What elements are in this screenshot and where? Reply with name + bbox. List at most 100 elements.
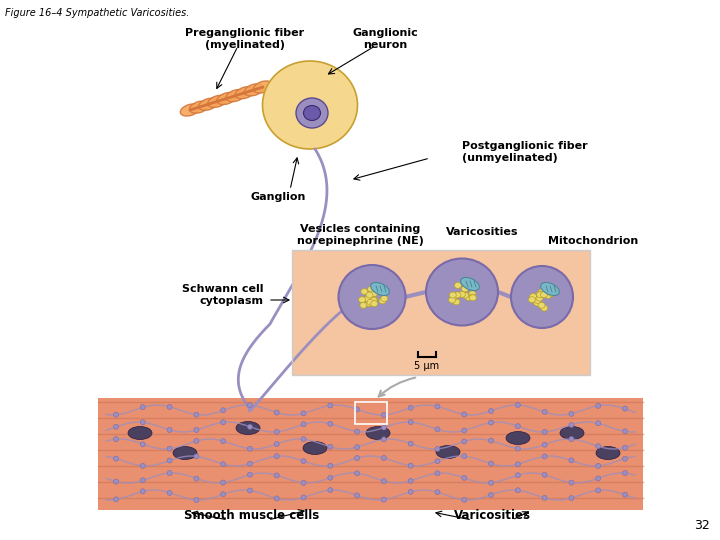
- Ellipse shape: [328, 488, 333, 492]
- Ellipse shape: [274, 454, 279, 458]
- Ellipse shape: [167, 490, 172, 495]
- Ellipse shape: [595, 463, 600, 468]
- Ellipse shape: [449, 297, 456, 303]
- Ellipse shape: [462, 454, 467, 458]
- Ellipse shape: [449, 295, 456, 301]
- Ellipse shape: [217, 92, 236, 105]
- Ellipse shape: [173, 447, 197, 460]
- Text: Vesicles containing
norepinephrine (NE): Vesicles containing norepinephrine (NE): [297, 225, 423, 246]
- Ellipse shape: [167, 470, 172, 476]
- Ellipse shape: [194, 476, 199, 481]
- Ellipse shape: [381, 295, 388, 301]
- Ellipse shape: [408, 489, 413, 494]
- Ellipse shape: [489, 438, 493, 443]
- Ellipse shape: [361, 288, 368, 295]
- Text: Preganglionic fiber
(myelinated): Preganglionic fiber (myelinated): [186, 28, 305, 50]
- Ellipse shape: [489, 420, 493, 425]
- Ellipse shape: [371, 282, 390, 295]
- Ellipse shape: [328, 444, 333, 449]
- Ellipse shape: [549, 291, 555, 296]
- Ellipse shape: [167, 446, 172, 451]
- Ellipse shape: [408, 463, 413, 468]
- Ellipse shape: [462, 412, 467, 417]
- Bar: [292, 250, 590, 375]
- Ellipse shape: [263, 61, 358, 149]
- Ellipse shape: [511, 266, 573, 328]
- Ellipse shape: [114, 456, 119, 461]
- Ellipse shape: [194, 412, 199, 417]
- Ellipse shape: [534, 300, 541, 306]
- Ellipse shape: [541, 282, 559, 295]
- Ellipse shape: [542, 429, 547, 435]
- Ellipse shape: [244, 84, 264, 96]
- Ellipse shape: [516, 402, 521, 408]
- Ellipse shape: [408, 441, 413, 446]
- Ellipse shape: [366, 301, 373, 307]
- Ellipse shape: [435, 447, 440, 451]
- Ellipse shape: [360, 302, 367, 308]
- Ellipse shape: [489, 492, 493, 497]
- Ellipse shape: [236, 422, 260, 435]
- Ellipse shape: [140, 489, 145, 494]
- Ellipse shape: [248, 472, 253, 477]
- Ellipse shape: [253, 81, 273, 93]
- Text: Schwann cell
cytoplasm: Schwann cell cytoplasm: [181, 284, 263, 306]
- Ellipse shape: [540, 292, 546, 298]
- Ellipse shape: [569, 411, 574, 416]
- Ellipse shape: [248, 461, 253, 466]
- Ellipse shape: [435, 490, 440, 495]
- Ellipse shape: [516, 488, 521, 492]
- Ellipse shape: [366, 427, 390, 440]
- Ellipse shape: [516, 472, 521, 478]
- Ellipse shape: [408, 420, 413, 424]
- Text: Ganglionic
neuron: Ganglionic neuron: [352, 28, 418, 50]
- Ellipse shape: [623, 406, 628, 411]
- Ellipse shape: [382, 456, 387, 461]
- Ellipse shape: [541, 305, 548, 311]
- Ellipse shape: [301, 437, 306, 442]
- Ellipse shape: [189, 101, 209, 113]
- Ellipse shape: [301, 458, 306, 464]
- Ellipse shape: [248, 403, 253, 408]
- Ellipse shape: [328, 475, 333, 480]
- Ellipse shape: [382, 437, 387, 442]
- Ellipse shape: [382, 413, 387, 417]
- Text: Figure 16–4 Sympathetic Varicosities.: Figure 16–4 Sympathetic Varicosities.: [5, 8, 189, 18]
- Bar: [98, 398, 643, 510]
- Ellipse shape: [274, 410, 279, 415]
- Ellipse shape: [569, 436, 574, 442]
- Ellipse shape: [364, 296, 371, 302]
- Ellipse shape: [408, 478, 413, 483]
- Text: Mitochondrion: Mitochondrion: [548, 236, 638, 246]
- Ellipse shape: [528, 296, 536, 303]
- Ellipse shape: [180, 104, 199, 116]
- Ellipse shape: [199, 98, 218, 110]
- Ellipse shape: [462, 439, 467, 444]
- Ellipse shape: [167, 458, 172, 463]
- Ellipse shape: [140, 404, 145, 410]
- Ellipse shape: [623, 445, 628, 450]
- Ellipse shape: [248, 488, 253, 493]
- Bar: [355, 402, 387, 424]
- Ellipse shape: [595, 421, 600, 426]
- Ellipse shape: [462, 428, 467, 433]
- Ellipse shape: [114, 437, 119, 442]
- Ellipse shape: [595, 403, 600, 408]
- Ellipse shape: [140, 442, 145, 447]
- Ellipse shape: [560, 427, 584, 440]
- Ellipse shape: [114, 497, 119, 502]
- Ellipse shape: [220, 438, 225, 444]
- Ellipse shape: [301, 481, 306, 485]
- Ellipse shape: [544, 293, 552, 299]
- Ellipse shape: [469, 291, 476, 297]
- Ellipse shape: [274, 429, 279, 434]
- Bar: [292, 250, 590, 375]
- Ellipse shape: [569, 422, 574, 428]
- Ellipse shape: [569, 458, 574, 463]
- Ellipse shape: [436, 446, 460, 458]
- Ellipse shape: [469, 295, 477, 301]
- Ellipse shape: [489, 480, 493, 485]
- Ellipse shape: [379, 298, 386, 304]
- Ellipse shape: [140, 420, 145, 425]
- Ellipse shape: [355, 471, 359, 476]
